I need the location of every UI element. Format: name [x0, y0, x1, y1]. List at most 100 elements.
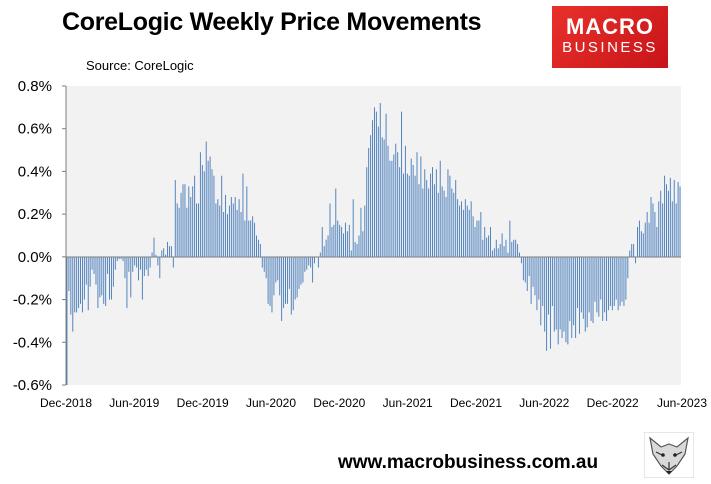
bar — [609, 256, 611, 306]
bar — [319, 252, 321, 257]
bar — [430, 173, 432, 257]
x-tick-label: Dec-2019 — [177, 396, 229, 410]
bar — [354, 241, 356, 257]
x-tick-label: Jun-2022 — [519, 396, 569, 410]
bar — [333, 224, 335, 257]
bar — [519, 252, 520, 257]
bar — [221, 175, 223, 257]
bar — [329, 203, 331, 257]
bar — [335, 188, 337, 257]
bar — [470, 201, 472, 257]
bar — [490, 226, 491, 257]
bar — [534, 256, 536, 296]
bar — [232, 203, 234, 257]
bar — [383, 139, 385, 257]
bar — [81, 256, 83, 313]
bar — [325, 239, 327, 257]
bar — [406, 173, 408, 257]
bar — [300, 256, 302, 285]
bar — [190, 197, 192, 257]
fox-head-icon — [644, 432, 694, 478]
bar — [141, 256, 143, 300]
y-tick-label: 0.6% — [18, 121, 52, 138]
bar — [633, 244, 635, 257]
bar — [109, 256, 110, 300]
website-url[interactable]: www.macrobusiness.com.au — [338, 452, 599, 473]
bar — [294, 256, 296, 300]
bar — [265, 256, 267, 279]
bar — [602, 256, 604, 321]
bar — [331, 226, 333, 257]
bar — [412, 165, 414, 257]
bar — [555, 256, 557, 330]
bar — [68, 256, 70, 292]
bar — [544, 256, 546, 332]
bar — [590, 256, 592, 321]
bar — [468, 209, 470, 257]
bar — [306, 256, 308, 270]
bar — [66, 256, 68, 385]
bar — [304, 256, 306, 272]
bar — [201, 165, 203, 257]
bar — [379, 103, 381, 257]
bar — [151, 252, 153, 257]
bar — [660, 190, 662, 257]
bar — [646, 212, 648, 257]
x-tick-label: Jun-2023 — [657, 396, 707, 410]
bar — [261, 256, 263, 268]
bar — [526, 256, 528, 292]
bar — [130, 256, 132, 298]
bar — [178, 207, 180, 257]
bar — [236, 209, 238, 257]
bar — [443, 190, 445, 257]
bar — [499, 244, 501, 257]
bar — [565, 256, 567, 343]
bar — [486, 237, 488, 257]
bar — [126, 256, 128, 309]
bar — [263, 256, 265, 272]
bar — [159, 256, 161, 279]
bar — [484, 226, 486, 257]
bar — [464, 199, 466, 257]
bar — [497, 248, 499, 257]
bar — [219, 205, 221, 257]
bar — [414, 175, 416, 257]
y-tick-label: -0.4% — [13, 334, 52, 351]
bar — [118, 256, 120, 259]
x-tick-label: Jun-2020 — [246, 396, 296, 410]
bar — [522, 256, 524, 281]
bar — [563, 256, 565, 332]
bar — [246, 186, 248, 257]
bar — [132, 256, 134, 272]
bar — [505, 239, 507, 257]
bar — [517, 244, 519, 257]
bar — [103, 256, 105, 304]
bar — [285, 256, 286, 304]
bar — [370, 135, 372, 257]
bar — [447, 169, 449, 257]
bar — [493, 248, 495, 257]
bar — [182, 184, 184, 257]
bar — [391, 160, 393, 257]
bar — [606, 256, 608, 321]
bar — [290, 256, 292, 315]
bar — [163, 248, 165, 257]
bar — [671, 201, 673, 257]
bar — [635, 256, 637, 264]
bar — [281, 256, 283, 321]
bar — [138, 256, 140, 281]
bar — [528, 256, 530, 277]
bar — [399, 167, 401, 257]
bar — [254, 222, 256, 257]
bar — [466, 205, 468, 257]
bar — [664, 175, 666, 257]
bar — [669, 177, 671, 257]
bar — [128, 256, 130, 272]
bar — [439, 160, 441, 257]
bar — [346, 231, 348, 257]
bar — [271, 256, 273, 313]
bar — [461, 201, 462, 257]
bar — [445, 197, 447, 257]
bar — [488, 235, 490, 257]
x-tick-label: Dec-2020 — [313, 396, 365, 410]
